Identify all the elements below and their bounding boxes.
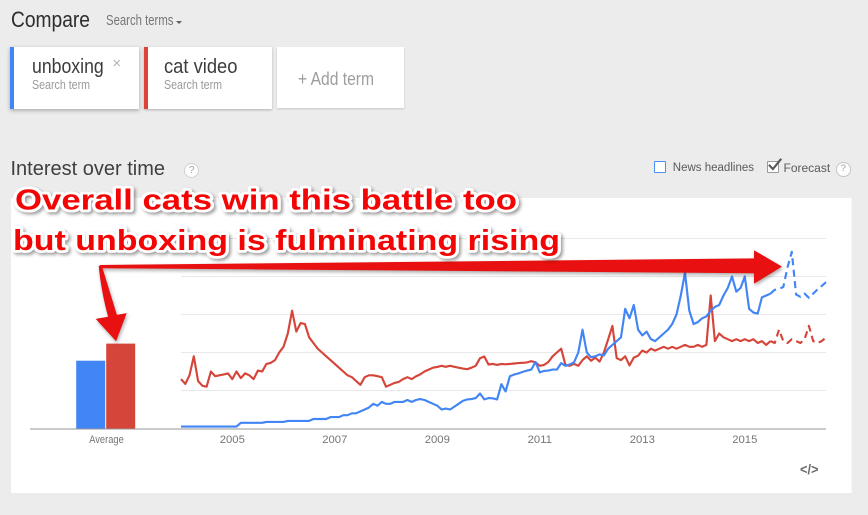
svg-text:Overall cats win this battle t: Overall cats win this battle too [15, 185, 517, 217]
svg-text:2015: 2015 [732, 434, 757, 446]
svg-text:2007: 2007 [322, 434, 347, 446]
svg-text:2011: 2011 [528, 434, 552, 446]
svg-text:Average: Average [89, 434, 124, 446]
svg-text:2013: 2013 [630, 434, 655, 446]
svg-text:2009: 2009 [425, 434, 450, 446]
svg-text:but unboxing is fulminating ri: but unboxing is fulminating rising [13, 225, 560, 257]
svg-text:</>: </> [800, 462, 819, 477]
svg-text:2005: 2005 [220, 434, 245, 446]
